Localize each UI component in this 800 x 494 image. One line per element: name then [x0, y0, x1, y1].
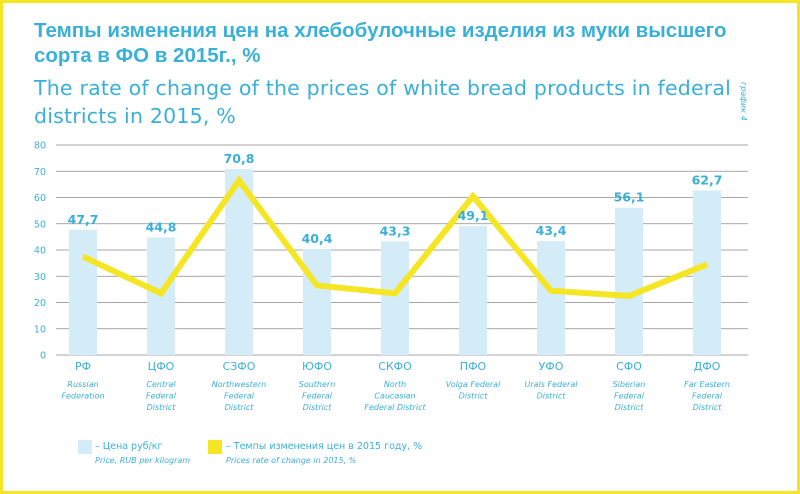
legend-bar-sublabel: Price, RUB per kilogram — [95, 456, 190, 465]
y-tick-label: 60 — [34, 193, 46, 204]
x-tick-sublabel: Federal — [614, 392, 645, 401]
x-tick-sublabel: Volga Federal — [446, 380, 501, 389]
x-tick-sublabel: Urals Federal — [525, 380, 579, 389]
y-tick-label: 20 — [34, 298, 46, 309]
x-tick-label: УФО — [539, 360, 564, 373]
y-tick-label: 40 — [34, 246, 46, 257]
bar-value-label: 49,1 — [458, 208, 489, 223]
bar-value-label: 43,4 — [536, 223, 567, 238]
x-tick-sublabel: Federal — [692, 392, 723, 401]
legend-line-label: – Темпы изменения цен в 2015 году, % — [226, 441, 422, 452]
bar — [303, 249, 331, 355]
legend-line-swatch — [208, 440, 222, 454]
legend-bar-swatch — [78, 440, 92, 454]
bar — [693, 190, 721, 355]
x-tick-sublabel: District — [303, 403, 333, 412]
bar-value-label: 40,4 — [302, 231, 333, 246]
x-tick-label: СФО — [616, 360, 642, 373]
x-tick-sublabel: Northwestern — [212, 380, 266, 389]
legend-line-sublabel: Prices rate of change in 2015, % — [226, 456, 356, 465]
x-tick-label: СЗФО — [223, 360, 256, 373]
x-tick-sublabel: District — [225, 403, 255, 412]
bar-value-label: 62,7 — [692, 172, 723, 187]
x-tick-sublabel: District — [147, 403, 177, 412]
bar-value-label: 43,3 — [380, 223, 411, 238]
x-tick-label: РФ — [75, 360, 91, 373]
x-tick-sublabel: Caucasian — [374, 392, 415, 401]
bar — [459, 226, 487, 355]
x-tick-sublabel: Federal District — [364, 403, 426, 412]
legend-bar-label: – Цена руб/кг — [95, 441, 162, 452]
x-tick-sublabel: North — [384, 380, 406, 389]
x-tick-sublabel: District — [459, 392, 489, 401]
x-tick-sublabel: Far Eastern — [684, 380, 730, 389]
x-tick-label: ЮФО — [302, 360, 332, 373]
bar-value-label: 44,8 — [146, 219, 177, 234]
x-tick-sublabel: District — [537, 392, 567, 401]
bar-value-label: 56,1 — [614, 190, 645, 205]
chart-plot: 0 10 20 30 40 50 60 70 80 47,7 44,8 70,8 40,4 43,3 49,… — [0, 0, 800, 494]
y-tick-label: 10 — [34, 324, 46, 335]
x-tick-sublabel: Federation — [61, 392, 104, 401]
x-tick-sublabel: District — [615, 403, 645, 412]
y-tick-label: 80 — [34, 141, 46, 152]
x-tick-sublabel: Central — [146, 380, 176, 389]
x-tick-sublabel: Federal — [146, 392, 177, 401]
bar-value-label: 70,8 — [224, 151, 255, 166]
x-tick-sublabel: Federal — [302, 392, 333, 401]
x-tick-label: ЦФО — [148, 360, 175, 373]
bar — [69, 230, 97, 355]
bar — [381, 241, 409, 355]
x-tick-label: СКФО — [378, 360, 412, 373]
bar — [537, 241, 565, 355]
bar-value-label: 47,7 — [68, 212, 99, 227]
x-tick-sublabel: Federal — [224, 392, 255, 401]
x-tick-sublabel: Southern — [299, 380, 336, 389]
y-tick-label: 70 — [34, 167, 46, 178]
y-tick-label: 30 — [34, 272, 46, 283]
x-tick-sublabel: Russian — [67, 380, 98, 389]
bar — [615, 208, 643, 355]
x-tick-sublabel: District — [693, 403, 723, 412]
x-tick-label: ДФО — [694, 360, 721, 373]
y-tick-label: 50 — [34, 219, 46, 230]
y-tick-label: 0 — [40, 351, 46, 362]
x-tick-sublabel: Siberian — [613, 380, 646, 389]
x-tick-label: ПФО — [460, 360, 487, 373]
